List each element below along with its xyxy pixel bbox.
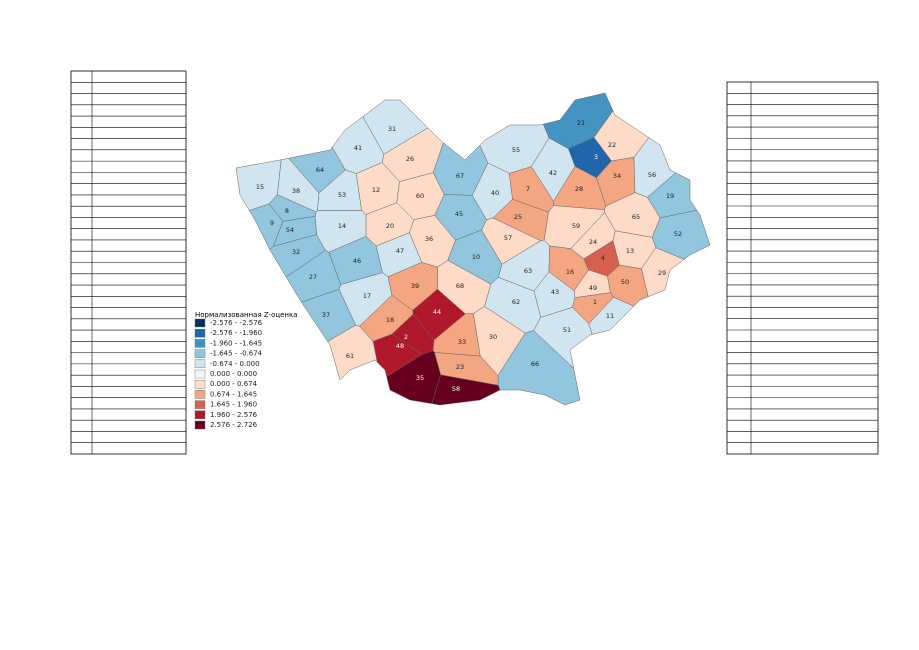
- region-label: 60: [416, 192, 424, 200]
- legend-label: 0.000 - 0.674: [210, 380, 258, 388]
- legend-label: -2.576 - -1.960: [210, 329, 262, 337]
- region-label: 20: [386, 222, 394, 230]
- region-label: 55: [512, 146, 520, 154]
- region-label: 3: [594, 153, 598, 161]
- region-label: 19: [666, 192, 674, 200]
- region-label: 56: [648, 171, 656, 179]
- region-label: 68: [456, 282, 464, 290]
- region-label: 59: [572, 222, 580, 230]
- region-label: 39: [411, 282, 419, 290]
- region-label: 58: [452, 385, 460, 393]
- region-label: 23: [456, 363, 464, 371]
- legend-swatch: [194, 420, 206, 430]
- region-label: 10: [472, 253, 480, 261]
- legend-label: -2.576 - -2.576: [210, 319, 263, 327]
- legend-label: -1.960 - -1.645: [210, 339, 262, 347]
- region-label: 41: [354, 144, 362, 152]
- region-label: 65: [632, 213, 640, 221]
- region-label: 27: [309, 273, 317, 281]
- legend-label: 2.576 - 2.726: [210, 421, 258, 429]
- region-label: 34: [613, 172, 621, 180]
- region-label: 16: [566, 268, 574, 276]
- legend-label: 0.674 - 1.645: [210, 390, 257, 398]
- legend-swatch: [194, 369, 206, 379]
- region-label: 62: [512, 298, 520, 306]
- region-label: 25: [514, 213, 522, 221]
- region-label: 11: [606, 312, 614, 320]
- region-label: 46: [353, 257, 361, 265]
- region-label: 48: [396, 342, 404, 350]
- legend-swatch: [194, 400, 206, 409]
- legend-swatch: [194, 390, 206, 399]
- region-label: 50: [621, 278, 629, 286]
- region-label: 67: [456, 172, 464, 180]
- region-label: 21: [577, 119, 585, 127]
- legend-swatch: [194, 318, 206, 328]
- legend-label: -1.645 - -0.674: [210, 350, 263, 358]
- region-label: 54: [286, 226, 294, 234]
- region-label: 32: [292, 248, 300, 256]
- legend-label: 0.000 - 0.000: [210, 370, 257, 378]
- region: [431, 374, 501, 406]
- region: [492, 198, 549, 241]
- region-label: 18: [386, 316, 394, 324]
- region-label: 38: [292, 187, 300, 195]
- region-label: 52: [674, 230, 682, 238]
- region-label: 1: [593, 298, 597, 306]
- region-label: 26: [406, 155, 414, 163]
- legend-swatch: [194, 359, 206, 368]
- region-label: 31: [388, 125, 396, 133]
- region: [386, 350, 441, 404]
- legend-title: Нормализованная Z-оценка: [195, 311, 298, 319]
- legend-swatch: [194, 349, 206, 358]
- region-label: 22: [608, 141, 616, 149]
- region-label: 30: [489, 333, 497, 341]
- region-label: 51: [563, 326, 571, 334]
- region-label: 33: [458, 338, 466, 346]
- region-label: 37: [322, 311, 330, 319]
- region-label: 4: [601, 254, 605, 262]
- region-label: 45: [455, 210, 463, 218]
- region-label: 64: [316, 166, 324, 174]
- region-label: 8: [285, 207, 289, 215]
- region-label: 61: [346, 352, 354, 360]
- legend-label: 1.645 - 1.960: [210, 401, 257, 409]
- region-label: 9: [270, 219, 274, 227]
- region-label: 15: [256, 183, 264, 191]
- region-label: 14: [338, 222, 346, 230]
- region: [327, 324, 378, 381]
- region-label: 36: [425, 235, 433, 243]
- region-label: 40: [491, 189, 499, 197]
- legend-swatch: [194, 329, 206, 338]
- region-label: 57: [504, 234, 512, 242]
- region-label: 12: [372, 186, 380, 194]
- region-label: 17: [363, 292, 371, 300]
- region-label: 44: [433, 308, 441, 316]
- region-label: 29: [658, 269, 666, 277]
- region-label: 49: [589, 284, 597, 292]
- region-label: 35: [416, 374, 424, 382]
- table-frame: [726, 81, 879, 455]
- region: [268, 194, 317, 222]
- region-label: 42: [549, 169, 557, 177]
- region-label: 53: [338, 191, 346, 199]
- region-label: 2: [404, 333, 408, 341]
- region-label: 13: [626, 247, 634, 255]
- region-label: 43: [551, 288, 559, 296]
- legend-swatch: [194, 410, 206, 419]
- legend-swatch: [194, 380, 206, 389]
- legend-swatch: [194, 339, 206, 348]
- region-label: 66: [531, 360, 539, 368]
- legend-label: -0.674 - 0.000: [210, 360, 260, 368]
- region-label: 63: [524, 267, 532, 275]
- legend-label: 1.960 - 2.576: [210, 411, 258, 419]
- region-label: 24: [589, 238, 597, 246]
- region-label: 47: [396, 247, 404, 255]
- region-label: 28: [575, 185, 583, 193]
- region-label: 7: [526, 185, 530, 193]
